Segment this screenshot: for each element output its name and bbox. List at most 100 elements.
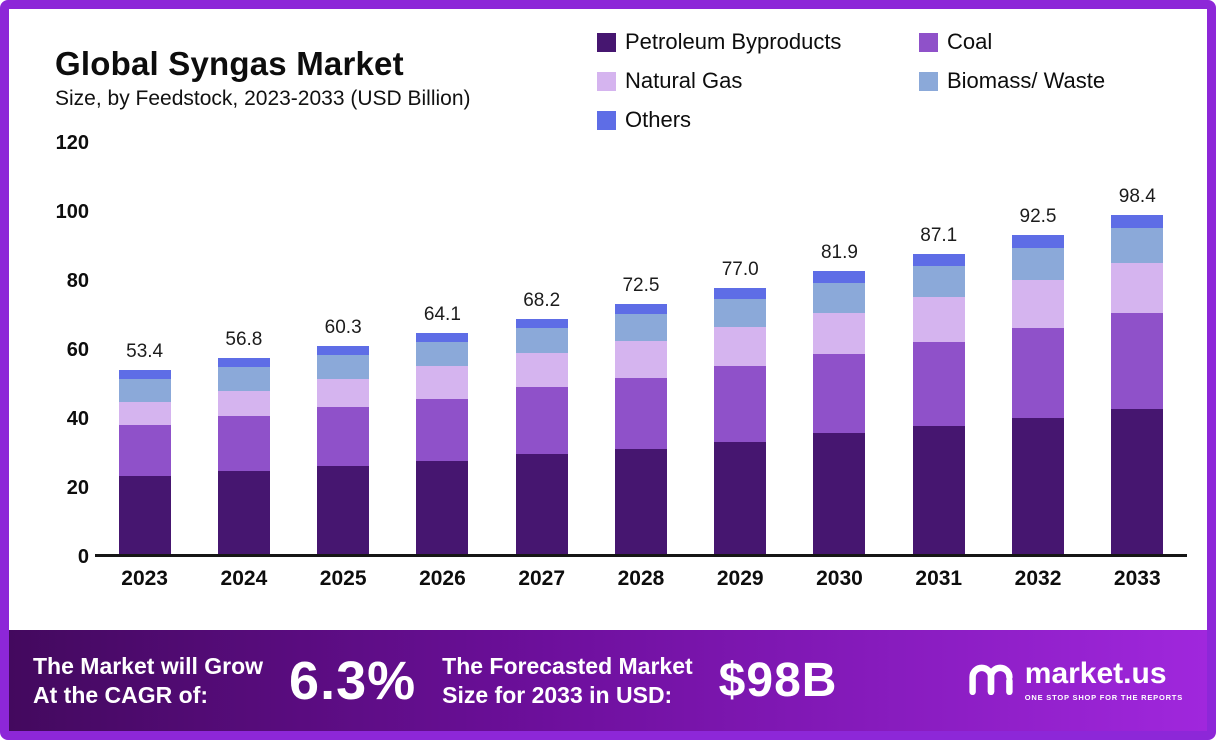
bar-total-label: 68.2 [523, 289, 561, 311]
bar-segment-coal [1111, 312, 1164, 410]
legend-label: Petroleum Byproducts [625, 29, 842, 54]
y-axis-tick: 80 [66, 270, 89, 292]
logo-name: market.us [1024, 657, 1167, 690]
bar-segment-coal [515, 387, 568, 454]
x-axis-label-2027: 2027 [518, 567, 566, 590]
bar-segment-others [416, 332, 469, 342]
y-axis-tick: 40 [66, 408, 89, 430]
bar-total-label: 56.8 [225, 329, 263, 351]
bar-segment-petroleum-byproducts [813, 433, 866, 554]
bar-segment-coal [813, 353, 866, 434]
bar-stack [912, 253, 965, 554]
bar-segment-others [1111, 214, 1164, 228]
forecast-label-line2: Size for 2033 in USD: [442, 681, 673, 708]
x-axis-label-2030: 2030 [816, 567, 863, 590]
bar-segment-biomass-waste [416, 341, 469, 366]
legend-item-petroleum-byproducts: Petroleum Byproducts [597, 29, 909, 55]
bar-segment-coal [912, 341, 965, 427]
bar-segment-petroleum-byproducts [1012, 417, 1065, 554]
bar-stack [515, 318, 568, 554]
bar-stack [416, 332, 469, 554]
bar-segment-biomass-waste [1111, 228, 1164, 263]
legend-swatch-icon [597, 32, 616, 52]
bar-segment-coal [416, 398, 469, 461]
bar-stack [614, 303, 667, 554]
bar-segment-coal [118, 424, 171, 477]
legend-item-others: Others [597, 107, 909, 133]
bar-column-2023: 53.4 [118, 143, 171, 554]
bar-segment-coal [614, 378, 667, 449]
bar-segment-natural-gas [317, 378, 370, 408]
marketus-logo: market.us ONE STOP SHOP FOR THE REPORTS [968, 658, 1183, 703]
x-axis-label-2026: 2026 [419, 567, 466, 590]
bar-segment-coal [1012, 328, 1065, 418]
legend-item-biomass-waste: Biomass/ Waste [919, 68, 1163, 94]
bar-segment-natural-gas [614, 340, 667, 379]
bar-segment-others [614, 303, 667, 314]
bar-segment-petroleum-byproducts [714, 441, 767, 554]
bar-segment-coal [714, 365, 767, 442]
forecast-label: The Forecasted Market Size for 2033 in U… [442, 652, 693, 710]
bar-total-label: 72.5 [622, 274, 660, 296]
x-axis-label-2033: 2033 [1113, 567, 1161, 590]
bar-total-label: 92.5 [1019, 205, 1057, 227]
legend-swatch-icon [597, 110, 616, 130]
bar-segment-petroleum-byproducts [217, 471, 270, 554]
bar-total-label: 60.3 [324, 317, 362, 338]
bar-column-2028: 72.5 [614, 143, 667, 554]
bar-segment-petroleum-byproducts [416, 460, 469, 554]
bar-column-2033: 98.4 [1111, 143, 1164, 554]
bar-segment-biomass-waste [1012, 248, 1065, 280]
bar-segment-petroleum-byproducts [1111, 409, 1164, 554]
bar-column-2024: 56.8 [217, 143, 270, 554]
bar-stack [1012, 234, 1065, 554]
y-axis-tick: 60 [66, 339, 89, 361]
bar-stack [714, 288, 767, 554]
bar-column-2027: 68.2 [515, 143, 568, 554]
bar-segment-biomass-waste [515, 328, 568, 353]
bar-segment-coal [217, 416, 270, 472]
bar-stack [1111, 214, 1164, 554]
bar-segment-natural-gas [714, 327, 767, 366]
bar-column-2025: 60.3 [317, 143, 370, 554]
stacked-bar-chart: 0 20 40 60 80 100 120 53.4 56.8 60.3 64.1 68.2 72.5… [39, 132, 1187, 605]
x-axis-label-2023: 2023 [121, 567, 168, 590]
bar-segment-biomass-waste [912, 265, 965, 297]
forecast-value: $98B [718, 654, 838, 707]
logo-tagline: ONE STOP SHOP FOR THE REPORTS [1024, 693, 1183, 702]
bar-segment-others [317, 346, 370, 355]
forecast-label-line1: The Forecasted Market [442, 652, 693, 679]
bar-total-label: 81.9 [820, 242, 858, 264]
x-axis-label-2024: 2024 [220, 567, 268, 590]
bar-segment-natural-gas [416, 366, 469, 399]
bottom-banner: The Market will Grow At the CAGR of: 6.3… [9, 630, 1207, 731]
logo-text-block: market.us ONE STOP SHOP FOR THE REPORTS [1024, 657, 1183, 703]
legend-item-coal: Coal [919, 29, 1163, 55]
bar-segment-natural-gas [217, 390, 270, 417]
legend-label: Natural Gas [625, 68, 743, 93]
legend-item-natural-gas: Natural Gas [597, 68, 909, 94]
bar-segment-natural-gas [515, 352, 568, 388]
y-axis-tick: 20 [66, 477, 89, 499]
chart-area: Global Syngas Market Size, by Feedstock,… [9, 9, 1207, 630]
bar-stack [813, 271, 866, 554]
legend-label: Coal [947, 29, 993, 54]
bar-segment-biomass-waste [317, 354, 370, 379]
x-axis-label-2032: 2032 [1014, 567, 1062, 590]
page-title: Global Syngas Market [55, 45, 404, 82]
bar-segment-others [714, 288, 767, 299]
y-axis-tick: 120 [55, 132, 89, 154]
legend-label: Others [625, 107, 692, 132]
legend-swatch-icon [919, 71, 938, 91]
bar-stack [118, 369, 171, 554]
bar-stack [217, 358, 270, 554]
bar-segment-others [813, 271, 866, 283]
cagr-label: The Market will Grow At the CAGR of: [33, 652, 263, 710]
legend-swatch-icon [919, 32, 938, 52]
x-axis-labels: 2023 2024 2025 2026 2027 2028 2029 2030 2031 2032… [95, 567, 1187, 591]
bar-total-label: 53.4 [126, 340, 164, 362]
bar-column-2032: 92.5 [1012, 143, 1065, 554]
bar-segment-natural-gas [1012, 279, 1065, 329]
legend-label: Biomass/ Waste [947, 68, 1106, 93]
